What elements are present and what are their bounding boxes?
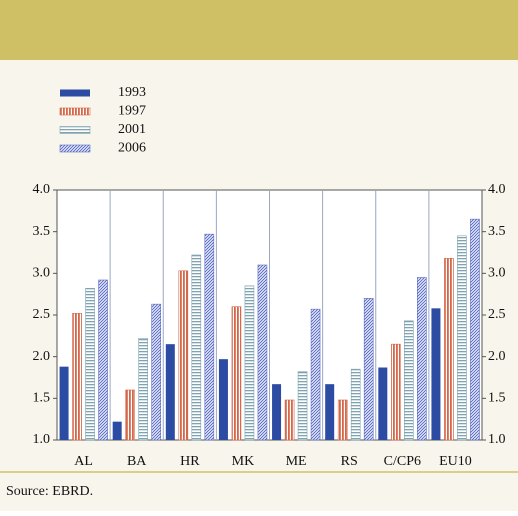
bar <box>191 254 202 441</box>
legend-swatch <box>59 144 91 153</box>
y2-tick-label: 4.0 <box>488 182 506 197</box>
source: Source: EBRD. <box>6 484 93 499</box>
x-tick-label: MK <box>232 454 255 469</box>
y-tick-label: 1.5 <box>33 391 51 406</box>
legend-label: 1993 <box>118 85 146 100</box>
bar <box>404 320 414 441</box>
bar <box>151 303 161 441</box>
bar <box>257 264 268 441</box>
bar <box>112 421 122 440</box>
bar <box>204 233 215 441</box>
y-tick-label: 4.0 <box>33 182 51 197</box>
y2-tick-label: 1.5 <box>488 391 506 406</box>
header-band <box>0 0 518 60</box>
legend-swatch <box>59 126 91 134</box>
y-tick-label: 2.5 <box>33 307 51 322</box>
bar <box>85 288 95 441</box>
x-tick-label: C/CP6 <box>384 454 421 469</box>
bar <box>165 344 175 440</box>
bar <box>457 235 467 441</box>
bar <box>363 298 374 441</box>
bar <box>470 218 480 441</box>
bar <box>272 384 282 440</box>
bar <box>391 343 401 441</box>
y-tick-label: 2.0 <box>33 349 51 364</box>
bar <box>431 308 441 440</box>
bar <box>231 306 242 441</box>
bar <box>337 399 348 441</box>
bar <box>378 367 388 440</box>
bar <box>178 270 189 441</box>
bar <box>72 313 82 441</box>
y-tick-label: 3.0 <box>33 266 51 281</box>
x-tick-label: ME <box>286 454 307 469</box>
x-tick-label: AL <box>74 454 93 469</box>
bar <box>98 279 108 441</box>
x-tick-label: EU10 <box>439 454 472 469</box>
bar <box>244 285 255 441</box>
bar <box>444 258 454 441</box>
y2-tick-label: 1.0 <box>488 432 506 447</box>
bar <box>310 308 321 441</box>
y2-tick-label: 2.5 <box>488 307 506 322</box>
legend-label: 1997 <box>118 104 146 119</box>
x-tick-label: RS <box>341 454 358 469</box>
y-tick-label: 3.5 <box>33 224 51 239</box>
y2-tick-label: 3.5 <box>488 224 506 239</box>
bar <box>125 389 135 441</box>
bar <box>297 371 308 441</box>
legend-swatch <box>60 89 90 97</box>
legend-swatch <box>59 107 91 116</box>
bar <box>59 366 69 440</box>
bar <box>284 399 295 441</box>
bar <box>218 359 228 440</box>
x-tick-label: HR <box>180 454 200 469</box>
x-tick-label: BA <box>127 454 147 469</box>
y2-tick-label: 3.0 <box>488 266 506 281</box>
bar <box>350 368 361 441</box>
y2-tick-label: 2.0 <box>488 349 506 364</box>
y-tick-label: 1.0 <box>33 432 51 447</box>
legend-label: 2001 <box>118 122 146 137</box>
legend-label: 2006 <box>118 141 146 156</box>
bar <box>417 277 427 441</box>
bar <box>325 384 335 440</box>
bar <box>138 338 148 441</box>
